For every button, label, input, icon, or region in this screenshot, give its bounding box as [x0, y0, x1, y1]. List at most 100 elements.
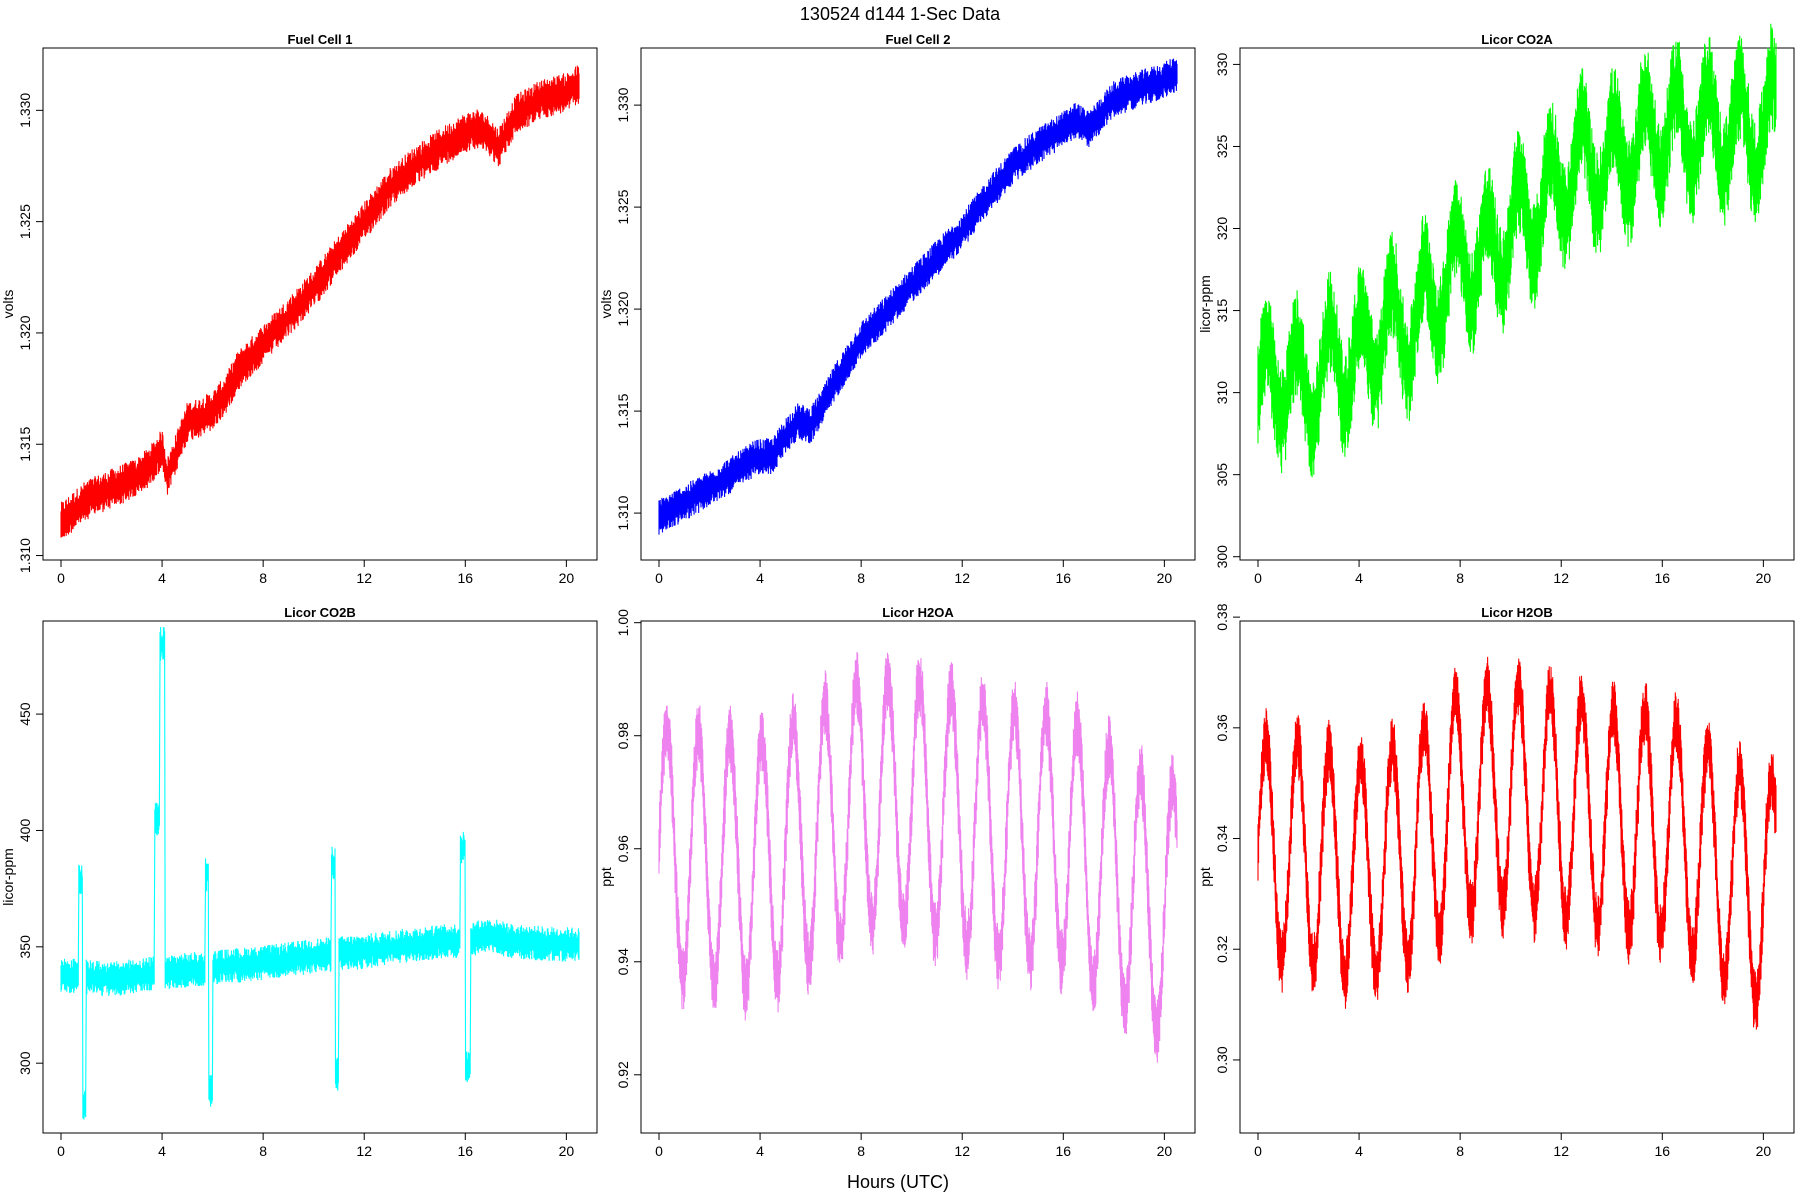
y-tick-label: 1.310: [17, 538, 33, 573]
y-tick-label: 1.00: [615, 609, 631, 636]
y-tick-label: 0.94: [615, 948, 631, 975]
plot-frame: [1239, 47, 1795, 561]
y-tick-label: 0.34: [1214, 825, 1230, 852]
x-tick-label: 20: [559, 1143, 575, 1159]
plot-frame: [1239, 620, 1795, 1134]
panel-1: Fuel Cell 1 volts 0 4 8 12 16 20 1.310 1.315 1.320…: [0, 32, 598, 586]
x-tick-label: 8: [259, 1143, 267, 1159]
x-tick-label: 4: [1355, 570, 1363, 586]
x-tick-label: 0: [57, 570, 65, 586]
y-tick-label: 1.330: [17, 93, 33, 128]
panel-4: Licor CO2B licor-ppm 0 4 8 12 16 20 300 350 400 450: [0, 605, 598, 1159]
x-tick-label: 12: [1553, 570, 1569, 586]
y-tick-label: 0.30: [1214, 1046, 1230, 1073]
series-line: [658, 651, 1178, 1063]
x-tick-label: 0: [57, 1143, 65, 1159]
x-tick-label: 8: [857, 1143, 865, 1159]
y-tick-label: 0.98: [615, 722, 631, 749]
x-tick-label: 0: [1254, 1143, 1262, 1159]
y-axis-label: volts: [0, 290, 16, 319]
y-tick-label: 1.330: [615, 87, 631, 122]
panel-title: Fuel Cell 1: [287, 32, 352, 47]
x-tick-label: 8: [1456, 1143, 1464, 1159]
y-axis-label: ppt: [598, 867, 614, 887]
x-tick-label: 8: [1456, 570, 1464, 586]
y-tick-label: 350: [17, 935, 33, 959]
panel-title: Licor CO2A: [1481, 32, 1553, 47]
x-tick-label: 16: [1655, 570, 1671, 586]
y-tick-label: 300: [17, 1051, 33, 1075]
y-tick-label: 1.315: [615, 393, 631, 428]
y-axis-label: licor-ppm: [1197, 275, 1213, 333]
y-tick-label: 0.92: [615, 1061, 631, 1088]
y-tick-label: 0.36: [1214, 714, 1230, 741]
x-tick-label: 16: [1056, 570, 1072, 586]
y-tick-label: 450: [17, 702, 33, 726]
panel-title: Licor CO2B: [284, 605, 356, 620]
y-tick-label: 0.96: [615, 835, 631, 862]
y-tick-label: 325: [1214, 135, 1230, 159]
plot-frame: [42, 47, 598, 561]
x-tick-label: 4: [1355, 1143, 1363, 1159]
x-tick-label: 8: [857, 570, 865, 586]
chart-panels: Fuel Cell 1 volts 0 4 8 12 16 20 1.310 1.315 1.320…: [0, 23, 1795, 1159]
x-tick-label: 20: [1756, 570, 1772, 586]
x-tick-label: 8: [259, 570, 267, 586]
y-tick-label: 1.320: [17, 315, 33, 350]
x-tick-label: 16: [1056, 1143, 1072, 1159]
panel-title: Fuel Cell 2: [885, 32, 950, 47]
panel-3: Licor CO2A licor-ppm 0 4 8 12 16 20 300 305 310 315…: [1197, 23, 1795, 586]
y-tick-label: 1.320: [615, 291, 631, 326]
x-tick-label: 20: [1157, 570, 1173, 586]
y-tick-label: 320: [1214, 217, 1230, 241]
x-tick-label: 4: [756, 1143, 764, 1159]
x-tick-label: 16: [1655, 1143, 1671, 1159]
x-tick-label: 0: [655, 1143, 663, 1159]
x-tick-label: 4: [756, 570, 764, 586]
x-tick-label: 12: [954, 1143, 970, 1159]
y-tick-label: 1.310: [615, 495, 631, 530]
x-tick-label: 20: [1756, 1143, 1772, 1159]
y-tick-label: 300: [1214, 545, 1230, 569]
plot-frame: [42, 620, 598, 1134]
panel-6: Licor H2OB ppt 0 4 8 12 16 20 0.30 0.32 0.34 0.36 0.…: [1197, 603, 1795, 1159]
panel-2: Fuel Cell 2 volts 0 4 8 12 16 20 1.310 1.315 1.320…: [598, 32, 1196, 586]
series-line: [1257, 23, 1777, 478]
y-axis-label: ppt: [1197, 867, 1213, 887]
y-tick-label: 400: [17, 819, 33, 843]
y-tick-label: 1.315: [17, 427, 33, 462]
panel-5: Licor H2OA ppt 0 4 8 12 16 20 0.92 0.94 0.96 0.98 1.…: [598, 605, 1196, 1159]
y-tick-label: 305: [1214, 463, 1230, 487]
figure-xlabel: Hours (UTC): [847, 1172, 949, 1192]
y-tick-label: 315: [1214, 299, 1230, 323]
y-tick-label: 0.38: [1214, 603, 1230, 630]
x-tick-label: 20: [1157, 1143, 1173, 1159]
x-tick-label: 16: [458, 1143, 474, 1159]
series-line: [60, 626, 580, 1120]
x-tick-label: 12: [356, 1143, 372, 1159]
x-tick-label: 4: [158, 1143, 166, 1159]
x-tick-label: 12: [1553, 1143, 1569, 1159]
x-tick-label: 16: [458, 570, 474, 586]
x-tick-label: 12: [356, 570, 372, 586]
series-line: [1257, 656, 1777, 1030]
series-line: [60, 65, 580, 538]
x-tick-label: 0: [655, 570, 663, 586]
y-tick-label: 0.32: [1214, 935, 1230, 962]
y-tick-label: 310: [1214, 381, 1230, 405]
y-tick-label: 330: [1214, 53, 1230, 77]
series-line: [658, 58, 1178, 535]
x-tick-label: 20: [559, 570, 575, 586]
x-tick-label: 12: [954, 570, 970, 586]
panel-title: Licor H2OA: [882, 605, 954, 620]
y-tick-label: 1.325: [17, 204, 33, 239]
x-tick-label: 0: [1254, 570, 1262, 586]
plot-frame: [640, 47, 1196, 561]
y-tick-label: 1.325: [615, 189, 631, 224]
y-axis-label: volts: [598, 290, 614, 319]
figure-title: 130524 d144 1-Sec Data: [800, 4, 1001, 24]
y-axis-label: licor-ppm: [0, 848, 16, 906]
panel-title: Licor H2OB: [1481, 605, 1553, 620]
plot-frame: [640, 620, 1196, 1134]
